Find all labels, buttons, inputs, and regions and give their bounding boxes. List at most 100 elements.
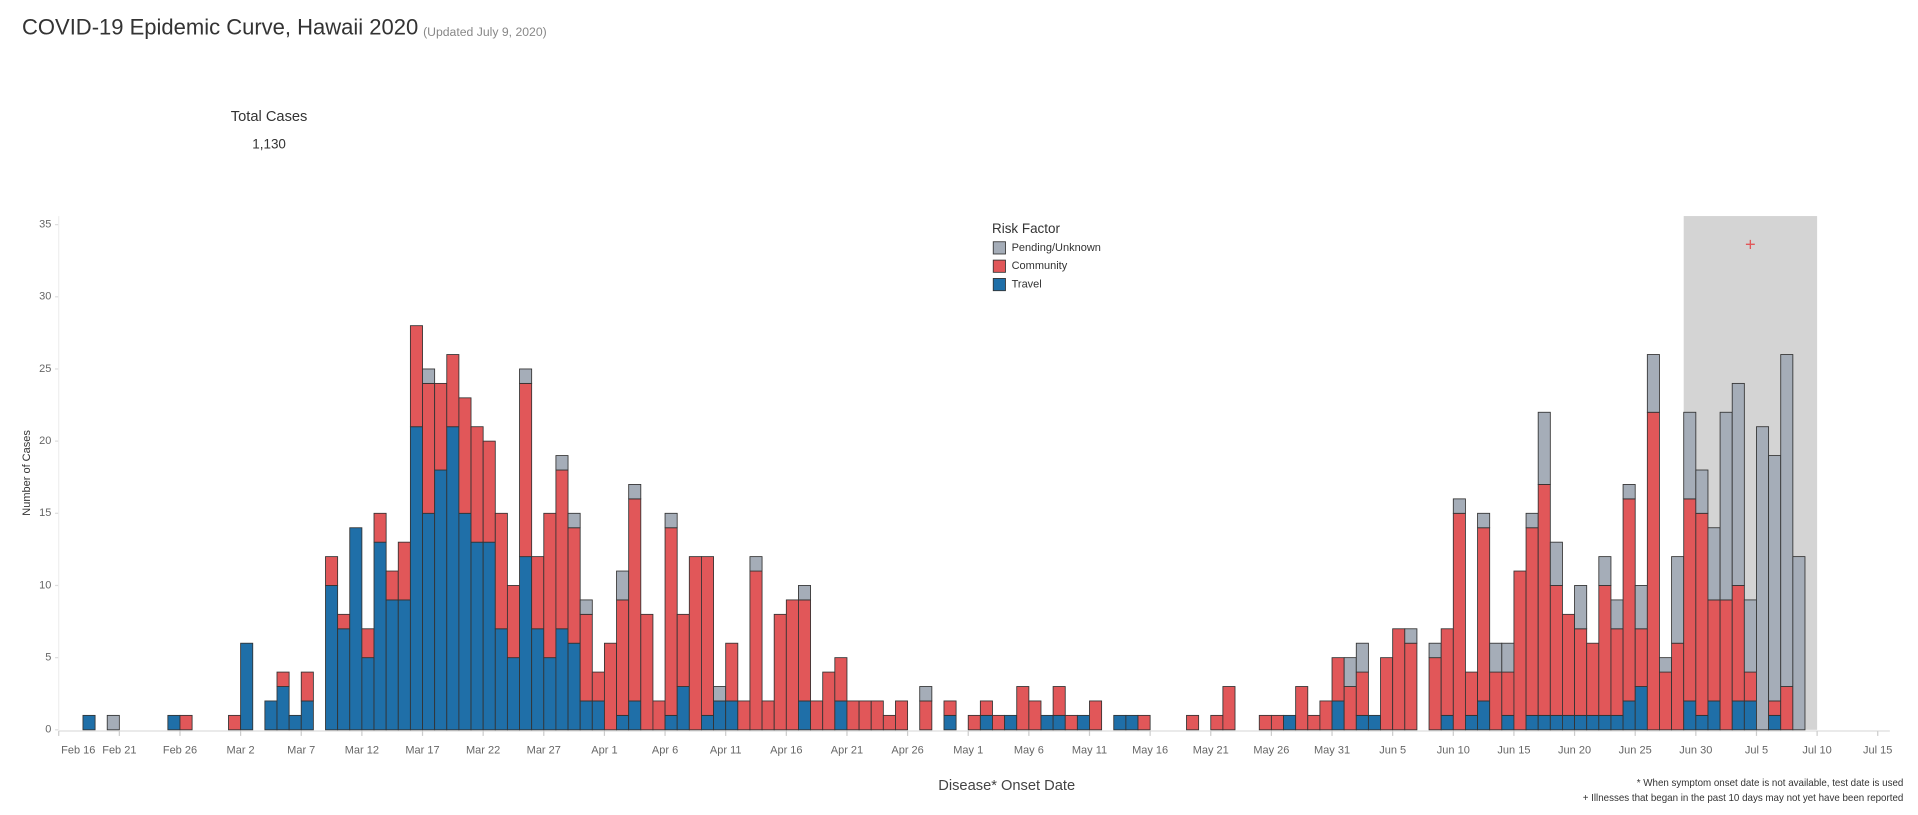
bar-segment — [676, 686, 690, 731]
x-tick-label: Mar 22 — [466, 745, 500, 757]
bar-segment — [979, 700, 993, 716]
bar-segment — [1780, 686, 1794, 731]
x-tick-label: Mar 7 — [287, 745, 315, 757]
x-tick-label: Mar 17 — [405, 745, 439, 757]
bar-segment — [1622, 484, 1636, 500]
bar-segment — [834, 657, 848, 702]
x-tick-label: Jul 5 — [1745, 745, 1768, 757]
bar-segment — [385, 570, 399, 601]
bar-segment — [506, 657, 520, 731]
bar-segment — [1707, 599, 1721, 702]
legend-swatch — [992, 259, 1006, 273]
bar-segment — [288, 714, 302, 731]
x-tick-label: Jun 20 — [1558, 745, 1591, 757]
bar-segment — [798, 700, 812, 731]
bar-segment — [628, 700, 642, 731]
bar-segment — [567, 642, 581, 731]
bar-segment — [1537, 411, 1551, 485]
bar-segment — [1343, 686, 1357, 731]
bar-segment — [749, 556, 763, 572]
bar-segment — [1125, 714, 1139, 731]
legend-label: Community — [1012, 260, 1068, 272]
bar-segment — [798, 599, 812, 702]
bar-segment — [494, 628, 508, 731]
bar-segment — [470, 541, 484, 731]
bar-segment — [895, 700, 909, 731]
legend-label: Travel — [1012, 278, 1042, 290]
bar-segment — [1659, 657, 1673, 673]
bar-segment — [361, 628, 375, 659]
bar-segment — [276, 686, 290, 731]
bar-segment — [1040, 714, 1054, 731]
bar-segment — [179, 714, 193, 731]
bar-segment — [1683, 700, 1697, 731]
bar-segment — [1477, 512, 1491, 529]
bar-segment — [1768, 455, 1782, 702]
x-tick-label: Apr 16 — [770, 745, 802, 757]
bar-segment — [1731, 585, 1745, 702]
bar-segment — [1731, 700, 1745, 731]
x-tick-label: May 31 — [1314, 745, 1350, 757]
x-tick-label: May 11 — [1072, 745, 1107, 757]
kpi-label: Total Cases — [231, 109, 308, 125]
bar-segment — [325, 585, 339, 731]
bar-segment — [531, 628, 545, 731]
bar-segment — [1707, 527, 1721, 601]
bar-segment — [858, 700, 872, 731]
bar-segment — [1719, 599, 1733, 731]
bar-segment — [1404, 642, 1418, 731]
x-axis-label: Disease* Onset Date — [938, 778, 1075, 794]
bar-segment — [664, 512, 678, 529]
x-tick-label: May 26 — [1253, 745, 1289, 757]
y-tick-label: 5 — [45, 652, 51, 664]
bar-segment — [1768, 700, 1782, 716]
bar-segment — [640, 613, 654, 731]
x-tick-label: Feb 26 — [163, 745, 197, 757]
bar-segment — [446, 426, 460, 731]
bar-segment — [434, 382, 448, 471]
bar-segment — [1477, 527, 1491, 702]
bar-segment — [688, 556, 702, 731]
bar-segment — [167, 714, 181, 731]
x-tick-label: Jun 30 — [1679, 745, 1712, 757]
bar-segment — [846, 700, 860, 731]
bar-segment — [106, 714, 120, 731]
bar-segment — [1440, 628, 1454, 716]
x-tick-label: Mar 12 — [345, 745, 379, 757]
bar-segment — [1610, 628, 1624, 716]
bar-segment — [567, 512, 581, 529]
bar-segment — [1598, 714, 1612, 731]
bar-segment — [1549, 585, 1563, 716]
y-tick-label: 0 — [45, 724, 51, 736]
bar-segment — [591, 671, 605, 702]
x-tick-label: Feb 21 — [102, 745, 136, 757]
bar-segment — [1792, 556, 1806, 731]
bar-segment — [664, 527, 678, 716]
bar-segment — [773, 613, 787, 731]
bar-segment — [603, 642, 617, 731]
bar-segment — [422, 368, 436, 384]
bar-segment — [409, 325, 423, 428]
bar-segment — [979, 714, 993, 731]
bar-segment — [82, 714, 96, 731]
bar-segment — [458, 397, 472, 514]
y-tick-label: 15 — [39, 507, 51, 519]
bar-segment — [1549, 714, 1563, 731]
bar-segment — [300, 700, 314, 731]
bar-segment — [1525, 714, 1539, 731]
bar-segment — [1743, 671, 1757, 702]
legend-swatch — [992, 278, 1006, 292]
bar-segment — [1562, 714, 1575, 731]
bar-segment — [1064, 714, 1078, 731]
bar-segment — [1768, 714, 1782, 731]
bar-segment — [870, 700, 884, 731]
bar-segment — [1525, 512, 1539, 529]
bar-segment — [1646, 411, 1660, 731]
bar-segment — [555, 469, 569, 630]
bar-segment — [1743, 700, 1757, 731]
bar-segment — [1343, 657, 1357, 687]
bar-segment — [1695, 469, 1709, 514]
bar-segment — [1756, 426, 1770, 731]
y-tick-label: 20 — [39, 435, 51, 447]
bar-segment — [1489, 642, 1503, 673]
